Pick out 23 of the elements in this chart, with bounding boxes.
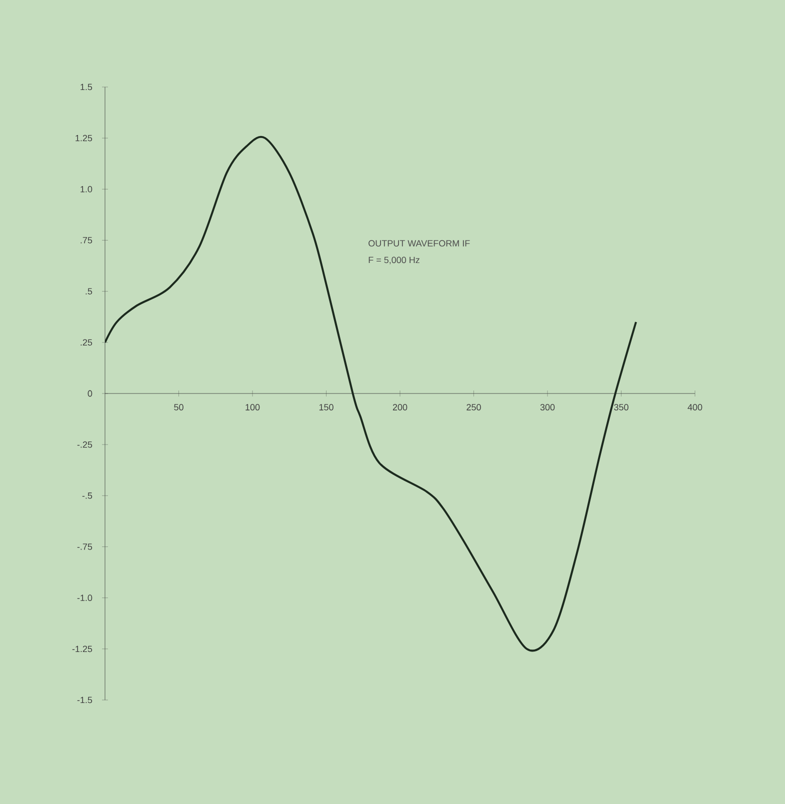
y-tick-label: 1.0 xyxy=(80,186,92,192)
y-tick-label: .75 xyxy=(80,237,92,244)
x-tick-label: 100 xyxy=(246,404,260,410)
y-tick-label: -.75 xyxy=(77,544,92,550)
x-tick-label: 400 xyxy=(688,404,702,410)
y-tick-label: 1.25 xyxy=(76,134,92,142)
y-tick-label: 1.5 xyxy=(80,84,92,90)
y-tick-label: -1.5 xyxy=(77,696,92,704)
annotation: F = 5,000 Hz xyxy=(368,256,420,264)
x-tick-label: 250 xyxy=(466,404,481,410)
y-tick-label: -.5 xyxy=(82,492,92,499)
y-tick-label: -1.25 xyxy=(72,646,92,652)
y-tick-label: 0 xyxy=(88,390,92,397)
x-tick-label: 200 xyxy=(392,404,408,410)
x-tick-label: 300 xyxy=(540,404,555,410)
x-tick-label: 350 xyxy=(614,404,628,410)
y-tick-label: -.25 xyxy=(77,441,92,448)
x-tick-label: 150 xyxy=(319,404,334,410)
y-tick-label: .25 xyxy=(80,339,92,346)
y-tick-label: -1.0 xyxy=(77,594,92,602)
annotation: OUTPUT WAVEFORM IF xyxy=(368,240,470,247)
y-tick-label: .5 xyxy=(86,288,92,294)
x-tick-label: 50 xyxy=(174,404,184,410)
